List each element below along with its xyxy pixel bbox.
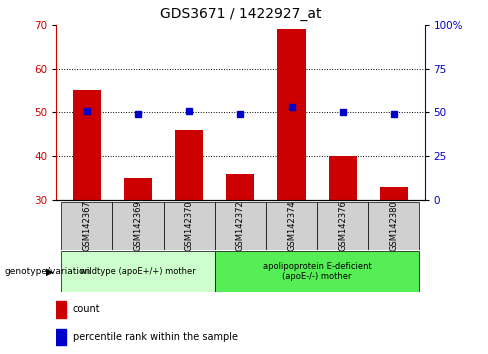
Text: ▶: ▶ [46,267,54,277]
Bar [215,202,266,250]
Bar [175,130,203,200]
Bar [226,174,254,200]
Text: GSM142374: GSM142374 [287,200,296,251]
Bar [73,91,101,200]
Text: percentile rank within the sample: percentile rank within the sample [73,332,238,342]
Bar [266,202,317,250]
Bar [61,202,112,250]
Text: GSM142376: GSM142376 [338,200,347,251]
Bar [61,251,215,292]
Bar [163,202,215,250]
Text: apolipoprotein E-deficient
(apoE-/-) mother: apolipoprotein E-deficient (apoE-/-) mot… [263,262,371,281]
Bar [124,178,152,200]
Text: genotype/variation: genotype/variation [5,267,91,276]
Text: GSM142380: GSM142380 [389,200,398,251]
Text: GSM142369: GSM142369 [134,200,142,251]
Text: wildtype (apoE+/+) mother: wildtype (apoE+/+) mother [80,267,196,276]
Bar [380,187,408,200]
Bar [56,329,66,345]
Bar [278,29,305,200]
Text: GSM142372: GSM142372 [236,200,245,251]
Text: count: count [73,304,101,314]
Bar [112,202,163,250]
Bar [317,202,368,250]
Text: GSM142367: GSM142367 [82,200,91,251]
Bar [215,251,420,292]
Bar [368,202,420,250]
Bar [328,156,357,200]
Title: GDS3671 / 1422927_at: GDS3671 / 1422927_at [160,7,321,21]
Text: GSM142370: GSM142370 [184,200,194,251]
Bar [56,301,66,318]
